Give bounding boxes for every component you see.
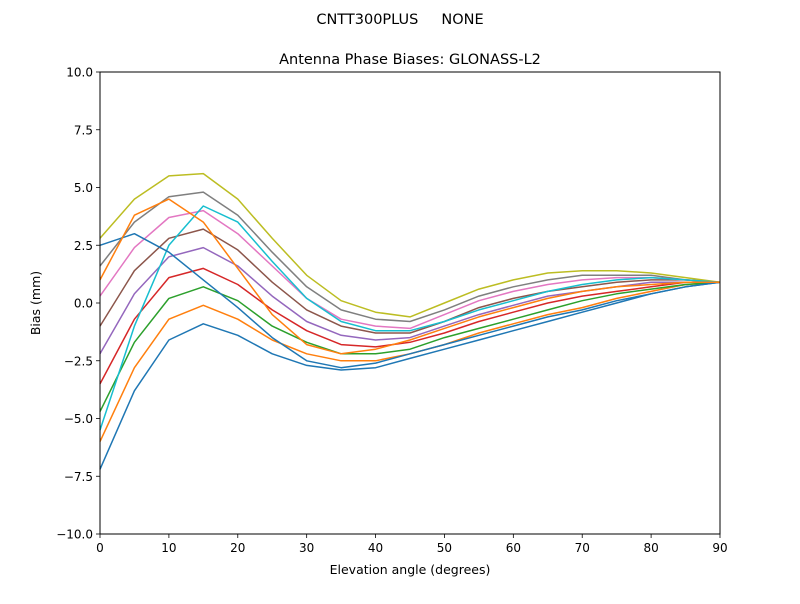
plot-area-frame xyxy=(99,71,721,535)
x-tick-label: 70 xyxy=(575,541,590,555)
x-tick-label: 30 xyxy=(299,541,314,555)
y-tick-label: −2.5 xyxy=(64,354,93,368)
series-line-s1 xyxy=(99,281,721,470)
y-tick-label: −7.5 xyxy=(64,470,93,484)
y-tick-label: 0.0 xyxy=(74,297,93,311)
x-tick-label: 20 xyxy=(230,541,245,555)
y-tick-label: −10.0 xyxy=(56,528,93,542)
series-lines xyxy=(99,172,721,470)
x-tick-label: 80 xyxy=(643,541,658,555)
x-axis-label: Elevation angle (degrees) xyxy=(330,562,491,577)
series-line-s3 xyxy=(99,281,721,412)
x-tick-label: 50 xyxy=(437,541,452,555)
x-tick-label: 0 xyxy=(96,541,104,555)
series-line-s4 xyxy=(99,267,720,385)
x-tick-label: 90 xyxy=(712,541,727,555)
y-tick-label: 10.0 xyxy=(66,66,93,80)
chart-title: Antenna Phase Biases: GLONASS-L2 xyxy=(279,52,541,68)
x-tick-label: 60 xyxy=(506,541,521,555)
y-axis-label: Bias (mm) xyxy=(28,271,43,335)
series-line-s8 xyxy=(99,191,721,323)
x-tick-label: 10 xyxy=(161,541,176,555)
chart-suptitle: CNTT300PLUS NONE xyxy=(316,12,483,28)
series-line-s12 xyxy=(99,198,720,355)
y-axis: −10.0 −7.5 −5.0 −2.5 0.0 2.5 5.0 7.5 10.0 xyxy=(56,66,100,542)
series-line-s6 xyxy=(99,228,721,334)
y-tick-label: 5.0 xyxy=(74,181,93,195)
y-tick-label: −5.0 xyxy=(64,412,93,426)
series-line-s9 xyxy=(99,172,721,318)
y-tick-label: 7.5 xyxy=(74,123,93,137)
x-tick-label: 40 xyxy=(368,541,383,555)
series-line-s7 xyxy=(99,209,721,330)
x-axis: 0 10 20 30 40 50 60 70 80 90 xyxy=(96,534,728,555)
series-line-s11 xyxy=(99,232,721,369)
y-tick-label: 2.5 xyxy=(74,239,93,253)
series-line-s10 xyxy=(99,205,721,431)
series-line-s2 xyxy=(99,281,721,442)
